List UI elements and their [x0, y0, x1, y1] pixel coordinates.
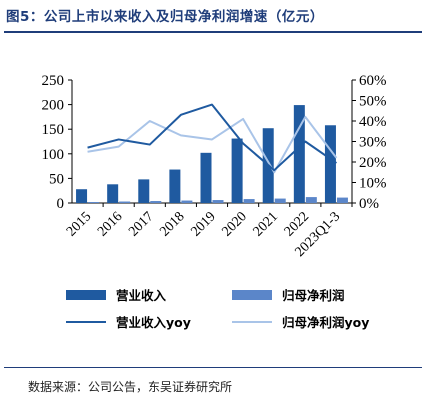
left-tick-label: 100 [42, 147, 65, 163]
revenue-yoy-line [87, 103, 338, 172]
figure-title: 图5：公司上市以来收入及归母净利润增速（亿元） [6, 9, 324, 25]
x-tick-label: 2015 [64, 209, 94, 239]
revenue-bar [138, 179, 150, 203]
left-tick-label: 200 [42, 98, 65, 114]
legend-net-profit-label: 归母净利润 [282, 288, 345, 303]
right-tick-label: 60% [359, 73, 387, 89]
x-tick-label: 2016 [95, 209, 125, 239]
revenue-bar [76, 189, 88, 203]
x-tick-label: 2018 [157, 209, 187, 239]
legend-revenue-label: 营业收入 [116, 288, 167, 303]
revenue-bar [169, 169, 181, 203]
net-profit-bar [305, 197, 317, 203]
x-tick-label: 2017 [126, 209, 156, 239]
chart-axes [68, 79, 356, 207]
right-tick-label: 0% [359, 196, 379, 212]
title-rule [4, 31, 422, 33]
legend-revenue-swatch [66, 290, 106, 300]
right-tick-label: 20% [359, 155, 387, 171]
legend-net-profit-yoy-label: 归母净利润yoy [282, 315, 369, 330]
net-profit-bar [243, 199, 255, 203]
left-tick-label: 150 [42, 122, 65, 138]
revenue-bar [293, 105, 305, 203]
legend-net-profit-swatch [232, 290, 272, 300]
x-tick-label: 2021 [251, 209, 281, 239]
right-tick-label: 50% [359, 94, 387, 110]
left-tick-label: 250 [42, 73, 65, 89]
right-tick-label: 10% [359, 176, 387, 192]
right-tick-label: 40% [359, 114, 387, 130]
net-profit-bar [336, 197, 348, 203]
revenue-bar [231, 138, 243, 203]
net-profit-bar [212, 200, 224, 203]
right-tick-label: 30% [359, 135, 387, 151]
revenue-bar [324, 125, 336, 203]
bottom-rule [4, 367, 422, 368]
legend-revenue-yoy-label: 营业收入yoy [116, 315, 191, 330]
revenue-bar [107, 184, 119, 203]
x-tick-label: 2019 [188, 209, 218, 239]
source-note: 数据来源：公司公告，东吴证券研究所 [28, 380, 233, 394]
net-profit-bar [274, 198, 286, 203]
left-tick-label: 0 [57, 196, 65, 212]
left-tick-label: 50 [49, 171, 64, 187]
net-profit-bar [119, 201, 131, 203]
net-profit-bar [150, 201, 162, 203]
net-profit-yoy-line [87, 115, 338, 174]
net-profit-bar [88, 202, 100, 203]
x-tick-label: 2020 [220, 209, 250, 239]
net-profit-bar [181, 200, 193, 203]
revenue-bar [200, 152, 212, 203]
lines-layer [87, 103, 338, 174]
